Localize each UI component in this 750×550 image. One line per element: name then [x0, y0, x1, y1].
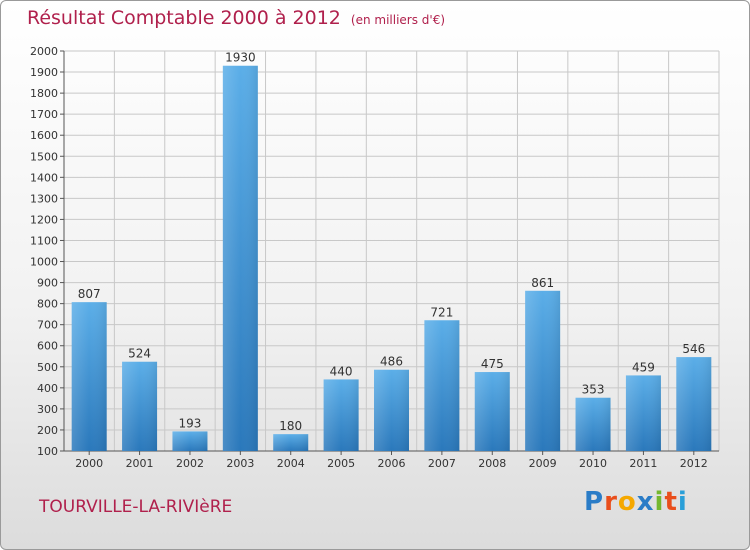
- y-tick-label: 600: [37, 340, 58, 353]
- y-tick-label: 1100: [30, 234, 58, 247]
- bar-shine-2005: [323, 379, 359, 451]
- y-tick-label: 1900: [30, 66, 58, 79]
- proxiti-logo: Proxiti: [584, 487, 688, 517]
- bar-shine-2002: [172, 431, 208, 451]
- data-label: 193: [179, 416, 202, 430]
- data-label: 524: [128, 347, 151, 361]
- y-tick-label: 1300: [30, 192, 58, 205]
- logo-letter: i: [654, 487, 665, 517]
- x-tick-label: 2006: [378, 457, 406, 470]
- logo-letter: P: [584, 487, 605, 517]
- x-tick-label: 2009: [529, 457, 557, 470]
- data-label: 475: [481, 357, 504, 371]
- y-tick-label: 2000: [30, 45, 58, 58]
- y-tick-label: 1600: [30, 129, 58, 142]
- data-label: 1930: [225, 51, 256, 65]
- data-label: 721: [430, 305, 453, 319]
- y-tick-label: 200: [37, 424, 58, 437]
- bar-shine-2010: [575, 397, 611, 451]
- chart-title-text: Résultat Comptable 2000 à 2012: [27, 7, 341, 29]
- bar-shine-2001: [122, 361, 158, 451]
- chart-title: Résultat Comptable 2000 à 2012 (en millie…: [27, 7, 445, 29]
- y-tick-label: 300: [37, 403, 58, 416]
- logo-letter: x: [636, 487, 655, 517]
- data-label: 486: [380, 355, 403, 369]
- town-name: TOURVILLE-LA-RIVIèRE: [39, 497, 233, 517]
- y-tick-label: 500: [37, 361, 58, 374]
- y-tick-label: 1200: [30, 213, 58, 226]
- x-tick-label: 2010: [579, 457, 607, 470]
- x-tick-label: 2008: [478, 457, 506, 470]
- data-label: 861: [531, 276, 554, 290]
- bar-shine-2000: [71, 302, 107, 451]
- x-tick-label: 2001: [126, 457, 154, 470]
- y-tick-label: 100: [37, 445, 58, 458]
- logo-letter: o: [617, 487, 637, 517]
- bar-shine-2009: [525, 290, 561, 451]
- bar-shine-2008: [474, 372, 510, 451]
- bar-shine-2012: [676, 357, 712, 451]
- x-tick-label: 2005: [327, 457, 355, 470]
- y-tick-label: 1000: [30, 256, 58, 269]
- data-label: 459: [632, 360, 655, 374]
- data-label: 440: [330, 364, 353, 378]
- x-tick-label: 2000: [75, 457, 103, 470]
- y-tick-label: 1500: [30, 150, 58, 163]
- data-label: 807: [78, 287, 101, 301]
- logo-letter: t: [664, 487, 678, 517]
- y-tick-label: 1700: [30, 108, 58, 121]
- bar-shine-2011: [625, 375, 661, 451]
- x-tick-label: 2002: [176, 457, 204, 470]
- x-tick-label: 2004: [277, 457, 305, 470]
- bar-shine-2006: [374, 369, 409, 451]
- y-tick-label: 1800: [30, 87, 58, 100]
- logo-letter: i: [677, 487, 688, 517]
- y-tick-label: 700: [37, 319, 58, 332]
- x-tick-label: 2012: [680, 457, 708, 470]
- data-label: 180: [279, 419, 302, 433]
- bar-shine-2004: [273, 434, 309, 451]
- data-label: 546: [682, 342, 705, 356]
- bar-shine-2003: [222, 65, 258, 451]
- logo-letter: r: [604, 487, 618, 517]
- x-tick-label: 2003: [226, 457, 254, 470]
- y-tick-label: 400: [37, 382, 58, 395]
- x-tick-label: 2007: [428, 457, 456, 470]
- y-tick-label: 1400: [30, 171, 58, 184]
- data-label: 353: [582, 383, 605, 397]
- bar-shine-2007: [424, 320, 460, 451]
- x-tick-label: 2011: [629, 457, 657, 470]
- y-tick-label: 800: [37, 298, 58, 311]
- y-tick-label: 900: [37, 277, 58, 290]
- chart-unit: (en milliers d'€): [350, 13, 446, 27]
